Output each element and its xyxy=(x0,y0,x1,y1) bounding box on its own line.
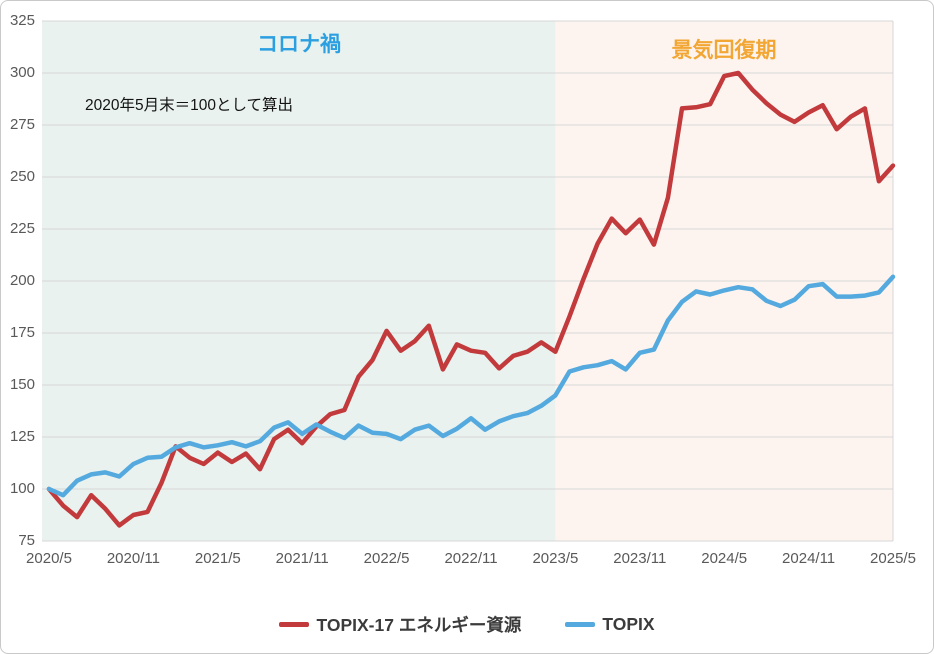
base-index-note: 2020年5月末＝100として算出 xyxy=(85,97,293,114)
legend-item-topix: TOPIX xyxy=(565,614,655,635)
x-tick-label: 2021/5 xyxy=(194,550,241,567)
x-tick-label: 2025/5 xyxy=(870,550,916,567)
x-tick-label: 2023/11 xyxy=(613,550,667,567)
x-tick-label: 2024/11 xyxy=(782,550,836,567)
y-tick-label: 175 xyxy=(9,324,35,341)
x-tick-label: 2023/5 xyxy=(532,550,579,567)
legend: TOPIX-17 エネルギー資源 TOPIX xyxy=(1,612,933,637)
y-tick-label: 200 xyxy=(9,272,35,289)
legend-item-energy: TOPIX-17 エネルギー資源 xyxy=(279,612,521,637)
recovery-era-label: 景気回復期 xyxy=(671,39,777,62)
energy-line-swatch xyxy=(279,622,310,627)
y-tick-label: 325 xyxy=(9,12,35,29)
y-tick-label: 275 xyxy=(9,116,35,133)
y-tick-label: 150 xyxy=(9,376,35,393)
y-tick-label: 75 xyxy=(18,532,35,549)
x-tick-label: 2020/5 xyxy=(26,550,72,567)
topix17-energy-line xyxy=(46,70,896,528)
y-tick-label: 300 xyxy=(9,64,35,81)
x-tick-label: 2022/5 xyxy=(363,550,410,567)
y-tick-label: 250 xyxy=(9,168,35,185)
x-tick-label: 2024/5 xyxy=(701,550,748,567)
x-tick-label: 2020/11 xyxy=(106,550,160,567)
topix-line-swatch xyxy=(565,622,596,627)
legend-label-energy: TOPIX-17 エネルギー資源 xyxy=(316,615,522,635)
topix-line xyxy=(46,274,896,498)
y-tick-label: 125 xyxy=(9,428,35,445)
x-tick-label: 2022/11 xyxy=(444,550,498,567)
legend-label-topix: TOPIX xyxy=(602,614,655,634)
x-tick-label: 2021/11 xyxy=(275,550,329,567)
covid-era-label: コロナ禍 xyxy=(257,33,341,56)
y-tick-label: 100 xyxy=(9,480,35,497)
y-tick-label: 225 xyxy=(9,220,35,237)
